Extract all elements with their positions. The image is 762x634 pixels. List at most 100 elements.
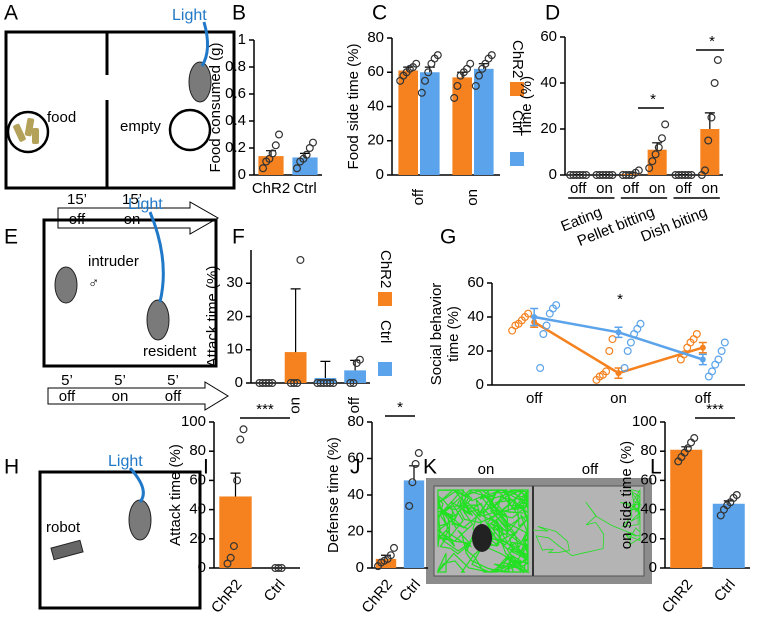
robot	[50, 539, 84, 561]
mouse	[188, 61, 212, 103]
bar	[712, 503, 745, 568]
data-point	[293, 164, 302, 173]
data-point	[433, 51, 442, 60]
data-point	[683, 444, 692, 453]
duration: 5’	[167, 372, 179, 389]
y-tick-label: 60	[640, 471, 657, 488]
duration: 5’	[114, 372, 126, 389]
pellet	[13, 123, 26, 142]
y-tick-label: 60	[467, 274, 484, 291]
y-tick-label: 0	[476, 376, 484, 393]
y-axis-label: Defense time (%)	[325, 437, 342, 553]
legend-swatch	[378, 292, 392, 306]
data-point	[582, 171, 591, 180]
x-tick-label: on	[287, 397, 304, 414]
data-point	[329, 379, 338, 388]
zone-label: on	[478, 461, 495, 478]
x-tick-label: off	[410, 188, 427, 205]
panel-letter: B	[232, 2, 246, 25]
mouse	[128, 499, 152, 541]
panel-letter: H	[4, 456, 19, 479]
significance: *	[650, 91, 656, 108]
arena	[38, 470, 202, 610]
y-tick-label: 0	[235, 374, 243, 391]
data-point	[714, 355, 723, 364]
label: robot	[46, 519, 81, 536]
data-point	[657, 134, 666, 143]
phase: off	[59, 388, 76, 405]
data-point	[326, 379, 335, 388]
bar	[474, 68, 494, 175]
data-point	[274, 563, 283, 572]
legend-label: ChR2	[377, 250, 394, 288]
data-point	[732, 491, 741, 500]
panel-letter: K	[423, 456, 437, 479]
y-tick-label: 0.6	[225, 85, 246, 102]
significance: *	[709, 33, 715, 50]
legend-label: Ctrl	[509, 110, 526, 133]
panel-letter: I	[203, 456, 209, 479]
bar	[219, 496, 252, 568]
bar	[420, 72, 440, 175]
fiber	[128, 466, 145, 503]
y-tick-label: 40	[367, 97, 384, 114]
panel-letter: G	[440, 226, 456, 249]
data-point	[265, 379, 274, 388]
x-tick-label: ChR2	[252, 180, 290, 197]
x-tick-label: off	[346, 396, 363, 413]
y-axis-label: Food side time (%)	[345, 44, 362, 170]
data-point	[701, 166, 710, 175]
y-tick-label: 40	[467, 308, 484, 325]
y-axis-label: Attack time (%)	[204, 266, 221, 368]
y-axis-label: Time (%)	[518, 76, 535, 136]
data-point	[309, 138, 318, 147]
data-point	[648, 157, 657, 166]
duration: 15’	[67, 191, 87, 208]
y-tick-label: 40	[189, 501, 206, 518]
x-tick-label: off	[570, 180, 587, 197]
data-point	[346, 379, 355, 388]
data-point	[390, 543, 399, 552]
x-tick-label: on	[610, 390, 627, 407]
y-tick-label: 100	[181, 413, 206, 430]
data-point	[268, 379, 277, 388]
data-point	[690, 434, 699, 443]
data-point	[450, 93, 459, 102]
data-point	[605, 171, 614, 180]
duration: 5’	[61, 372, 73, 389]
bar	[284, 352, 307, 383]
data-point	[524, 309, 533, 318]
x-tick-label: on	[464, 189, 481, 206]
data-point	[271, 141, 280, 150]
panel-letter: F	[232, 226, 245, 249]
panel-letter: L	[650, 456, 662, 479]
data-point	[414, 449, 423, 458]
data-point	[716, 511, 725, 520]
y-tick-label: 80	[367, 29, 384, 46]
x-tick-label: ChR2	[358, 576, 396, 616]
data-point	[290, 379, 299, 388]
fiber	[148, 211, 165, 303]
data-point	[453, 81, 462, 90]
x-tick-label: ChR2	[659, 576, 697, 616]
data-point	[236, 435, 245, 444]
data-point	[239, 425, 248, 434]
data-point	[620, 364, 629, 373]
mouse	[54, 266, 78, 304]
tracking-image: on off	[426, 461, 652, 584]
y-axis-label: on side time (%)	[618, 441, 635, 549]
x-tick-label: Ctrl	[711, 576, 739, 605]
zone-label: off	[582, 461, 599, 478]
y-axis-label: Food consumed (g)	[207, 42, 224, 172]
error-bar	[320, 360, 331, 379]
y-tick-label: 1	[238, 31, 246, 48]
data-point	[684, 171, 693, 180]
data-point	[268, 149, 277, 158]
x-tick-label: Ctrl	[396, 576, 424, 605]
pellet	[24, 117, 35, 137]
data-point	[411, 459, 420, 468]
data-point	[277, 563, 286, 572]
mouse	[146, 299, 170, 341]
data-point	[552, 301, 561, 310]
